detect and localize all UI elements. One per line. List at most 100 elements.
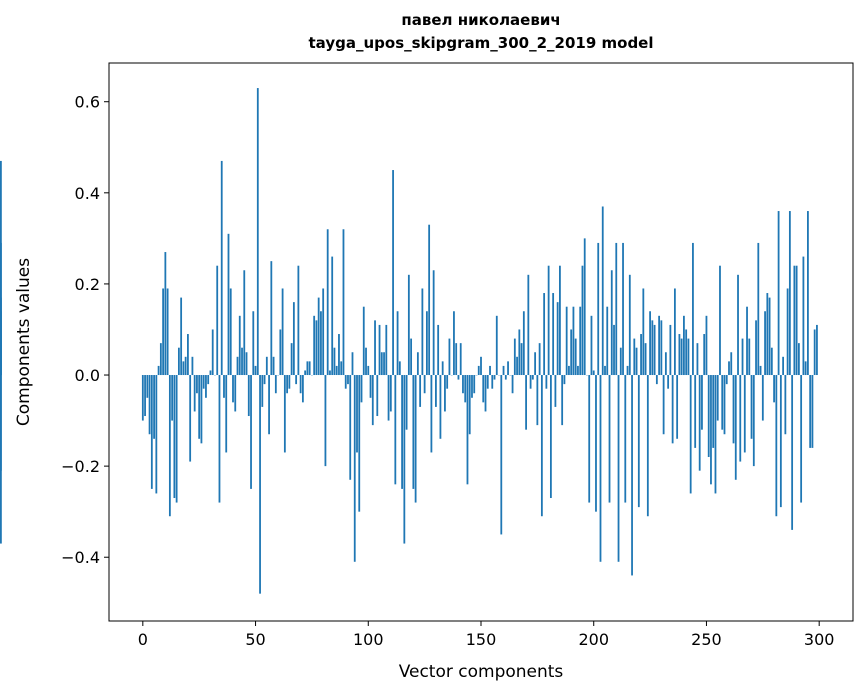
bar [615, 242, 618, 376]
bar [714, 375, 717, 494]
bar [750, 375, 753, 439]
bar [491, 375, 494, 389]
bar [351, 352, 354, 376]
bar [610, 270, 613, 376]
bar [385, 324, 388, 376]
bar [782, 356, 785, 376]
bar [568, 365, 570, 376]
bar [606, 306, 609, 376]
bar [495, 315, 498, 376]
bar [369, 375, 372, 398]
bar [225, 375, 228, 453]
bar [419, 375, 422, 407]
bar [279, 329, 282, 376]
bar [655, 375, 658, 385]
bar [631, 375, 633, 576]
bar [182, 361, 185, 376]
bar [554, 375, 557, 407]
bar [793, 265, 796, 376]
bar [619, 347, 622, 376]
bar [247, 375, 250, 417]
bar [739, 375, 742, 462]
bar [662, 375, 665, 435]
bar [437, 324, 440, 376]
bar [694, 375, 697, 448]
bar [813, 329, 816, 376]
bar [268, 375, 270, 435]
bar [211, 329, 214, 376]
bar [527, 274, 530, 376]
bar [484, 375, 487, 412]
bar [804, 361, 807, 376]
bar [335, 365, 338, 376]
bar [705, 315, 708, 376]
bar [773, 375, 775, 403]
bar [446, 375, 449, 389]
bar [340, 361, 343, 376]
x-tick-label: 0 [138, 630, 148, 649]
bar [223, 375, 225, 398]
bar [493, 375, 496, 380]
bar [299, 375, 302, 394]
bar [252, 311, 255, 376]
bar [457, 375, 460, 380]
bar [669, 324, 672, 376]
bar [599, 375, 602, 562]
bar [608, 375, 611, 503]
bar [676, 375, 679, 439]
bar [732, 375, 735, 444]
bar [344, 375, 347, 389]
y-tick-label: −0.2 [61, 457, 100, 476]
bar [380, 352, 383, 376]
bar [471, 375, 473, 398]
bar [613, 324, 615, 376]
bar [435, 375, 437, 407]
bar [326, 229, 329, 376]
bar [144, 375, 146, 417]
bar [565, 306, 568, 376]
bar [153, 375, 155, 439]
bar [241, 347, 243, 376]
bar [581, 265, 584, 376]
bar [757, 242, 760, 376]
bar [297, 265, 300, 376]
bar [784, 375, 787, 435]
bar [737, 274, 739, 376]
bar [741, 338, 744, 376]
bar [356, 375, 358, 453]
bar [766, 293, 769, 376]
bar [313, 315, 316, 376]
bar [256, 88, 259, 376]
bar [743, 375, 746, 453]
bar [504, 375, 507, 380]
bar [387, 375, 390, 421]
bar [184, 356, 187, 376]
bar [322, 288, 325, 376]
bar [455, 343, 458, 376]
bar [220, 160, 223, 376]
bar [626, 365, 629, 376]
bar [177, 347, 180, 376]
bar [367, 365, 370, 376]
bar [473, 375, 476, 394]
bar [324, 375, 327, 467]
bar [728, 361, 730, 376]
bar [667, 375, 670, 389]
bar [644, 343, 647, 376]
bar [157, 365, 160, 376]
bar [441, 361, 444, 376]
bar [216, 265, 219, 376]
bar [301, 375, 304, 403]
bar [265, 356, 268, 376]
bar [809, 375, 812, 448]
bar [529, 375, 532, 389]
bar [374, 320, 376, 376]
bar [748, 338, 751, 376]
bar [604, 365, 606, 376]
bar [590, 315, 593, 376]
bar [570, 329, 573, 376]
y-tick-label: 0.0 [75, 366, 100, 385]
bar [486, 375, 489, 389]
bar [795, 265, 798, 376]
